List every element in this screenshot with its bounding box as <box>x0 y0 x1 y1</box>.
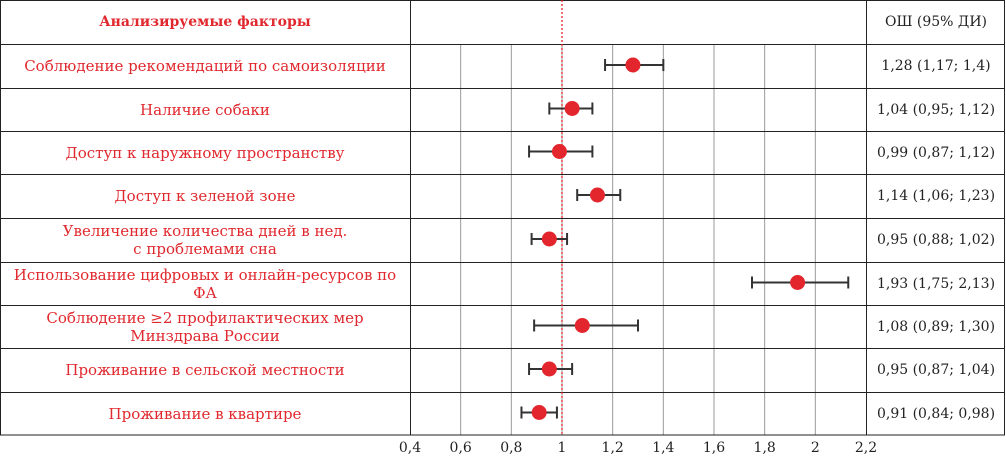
x-tick-label: 0,4 <box>399 440 421 456</box>
x-tick-label: 1,4 <box>652 440 674 456</box>
x-tick-label: 1,8 <box>754 440 776 456</box>
or-value: 1,04 (0,95; 1,12) <box>876 101 996 118</box>
factor-label-line: Проживание в сельской местности <box>65 361 345 379</box>
or-point <box>589 187 605 203</box>
factor-column-header: Анализируемые факторы <box>99 14 311 30</box>
or-point <box>790 275 806 290</box>
factor-label: Использование цифровых и онлайн-ресурсов… <box>0 262 410 305</box>
factor-label-line: Соблюдение рекомендаций по самоизоляции <box>24 57 386 75</box>
x-tick-label: 2,2 <box>855 440 877 456</box>
factor-label-line: Доступ к зеленой зоне <box>114 187 296 205</box>
or-point <box>541 231 557 247</box>
or-value: 0,99 (0,87; 1,12) <box>876 144 996 161</box>
or-value: 0,91 (0,84; 0,98) <box>876 405 996 422</box>
factor-label-line: Наличие собаки <box>140 100 270 119</box>
factor-label: Проживание в квартире <box>0 392 410 435</box>
x-tick-label: 1,6 <box>703 440 725 456</box>
or-point <box>531 405 547 420</box>
factor-label-line: Увеличение количества дней в нед. <box>62 222 348 240</box>
or-point <box>541 361 557 377</box>
x-tick-label: 0,8 <box>500 440 522 456</box>
x-tick-label: 0,6 <box>450 440 472 456</box>
factor-label-line: Соблюдение ≥2 профилактических мер <box>46 308 364 327</box>
x-tick-label: 1,2 <box>602 440 624 456</box>
or-value: 1,08 (0,89; 1,30) <box>876 318 996 335</box>
x-tick-label: 1 <box>558 440 567 456</box>
table-border <box>0 0 1005 436</box>
factor-label: Соблюдение ≥2 профилактических мер Минздр… <box>0 305 410 348</box>
factor-label-line: с проблемами сна <box>133 240 277 258</box>
or-value: 1,28 (1,17; 1,4) <box>881 58 991 74</box>
or-value: 0,95 (0,88; 1,02) <box>876 232 996 248</box>
or-value: 0,95 (0,87; 1,04) <box>876 362 996 378</box>
factor-label-line: Доступ к наружному пространству <box>65 143 345 162</box>
x-tick-label: 2 <box>811 440 820 456</box>
factor-label: Проживание в сельской местности <box>0 348 410 392</box>
factor-label: Наличие собаки <box>0 88 410 131</box>
or-point <box>564 101 580 116</box>
factor-label-line: Проживание в квартире <box>108 404 302 423</box>
or-point <box>551 144 567 159</box>
factor-label: Соблюдение рекомендаций по самоизоляции <box>0 44 410 88</box>
factor-label-line: Использование цифровых и онлайн-ресурсов… <box>13 265 397 302</box>
factor-label-line: Минздрава России <box>130 326 280 345</box>
factor-label: Увеличение количества дней в нед. с пробл… <box>0 218 410 262</box>
or-point <box>625 57 641 73</box>
or-point <box>574 318 590 333</box>
or-value: 1,14 (1,06; 1,23) <box>876 188 996 204</box>
or-column-header: ОШ (95% ДИ) <box>885 14 987 30</box>
factor-label: Доступ к зеленой зоне <box>0 174 410 218</box>
or-value: 1,93 (1,75; 2,13) <box>876 275 996 292</box>
factor-label: Доступ к наружному пространству <box>0 131 410 174</box>
